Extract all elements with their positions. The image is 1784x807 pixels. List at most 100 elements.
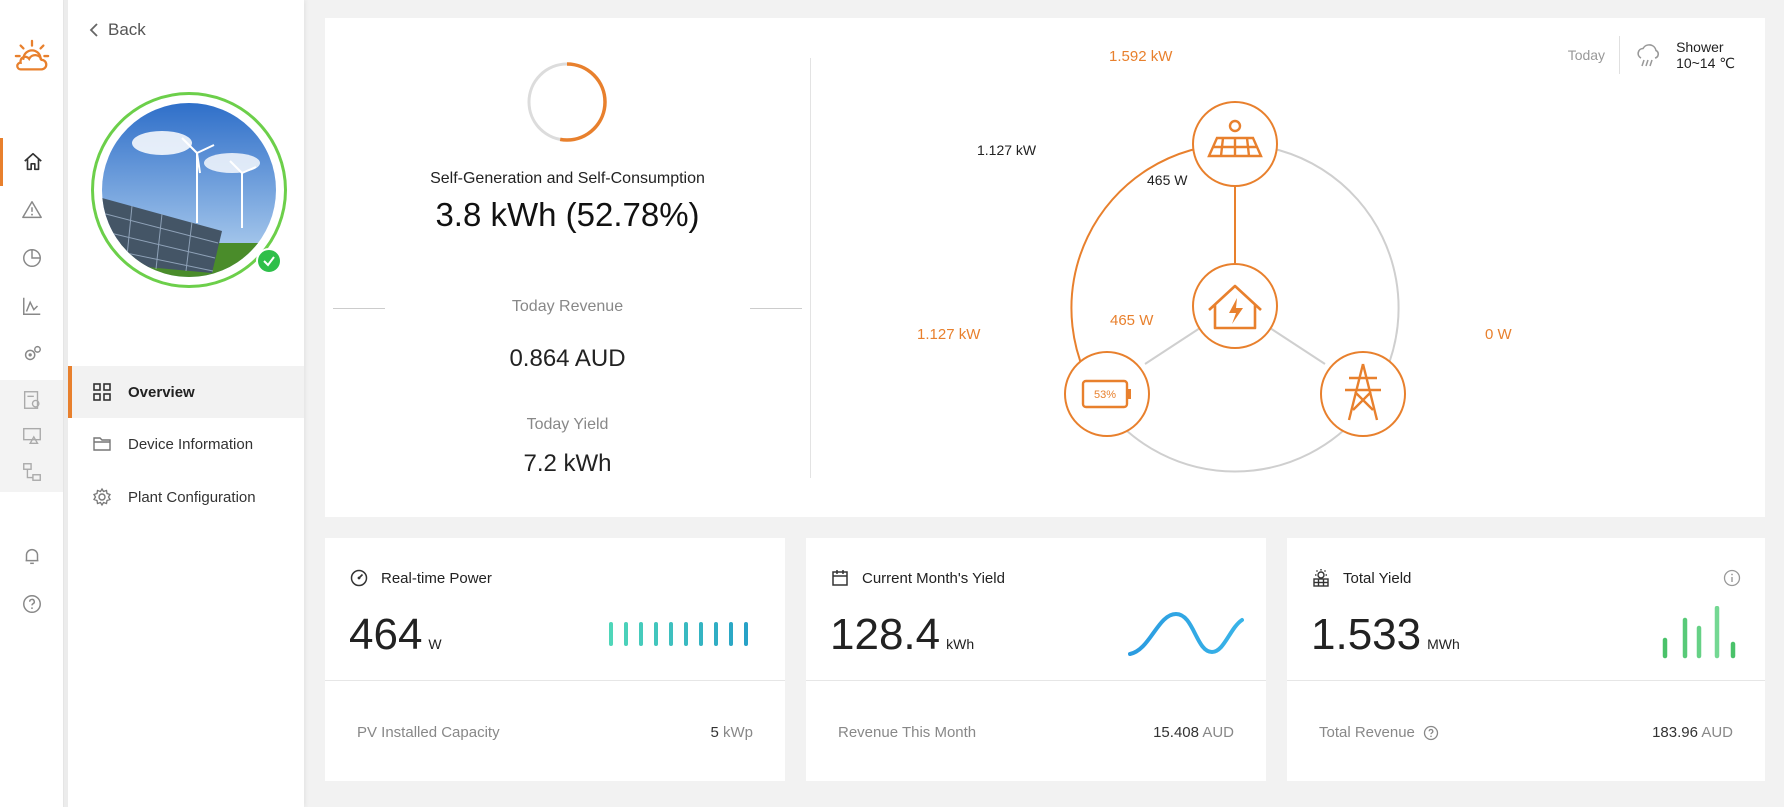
alert-icon [21,201,42,219]
weather-widget: Today Shower 10~14 ℃ [1568,36,1735,74]
help-circle-icon[interactable] [1423,725,1439,741]
rail-statistics[interactable] [0,234,63,282]
gears-icon [24,345,41,361]
total-yield-card: Total Yield 1.533 MWh Total Revenue 183.… [1287,538,1765,781]
total-yield-unit: MWh [1427,636,1460,652]
realtime-power-unit: W [428,636,442,652]
rail-settings[interactable] [0,330,63,378]
total-revenue-unit: AUD [1701,724,1733,741]
speedometer-icon [350,569,368,587]
rain-cloud-icon [1637,44,1660,67]
power-bars-graphic [609,622,748,646]
month-revenue-value: 15.408 [1153,724,1199,741]
nav-plant-configuration[interactable]: Plant Configuration [68,471,304,523]
nav-device-information[interactable]: Device Information [68,418,304,470]
plant-sidebar: Back [64,0,304,807]
nav-device-information-label: Device Information [128,435,254,453]
pv-capacity-label: PV Installed Capacity [357,724,500,741]
total-revenue-value-group: 183.96 AUD [1652,724,1733,741]
bell-icon [25,548,38,565]
overview-separator [810,58,811,478]
pv-capacity-unit: kWp [723,724,753,741]
info-icon[interactable] [1723,569,1741,587]
rail-help[interactable] [0,580,63,628]
online-status-badge [256,248,282,274]
check-icon [263,256,275,267]
weather-day: Today [1567,47,1606,63]
pv-to-home-value: 465 W [1147,172,1188,188]
nav-overview-label: Overview [128,383,195,401]
back-button[interactable]: Back [88,20,146,40]
home-node[interactable] [1192,263,1278,349]
today-yield-value: 7.2 kWh [523,450,612,477]
energy-flow-diagram: 53% [1064,101,1406,473]
month-yield-card: Current Month's Yield 128.4 kWh Revenue … [806,538,1266,781]
chevron-left-icon [89,23,98,37]
rail-reports[interactable] [0,376,63,424]
home-power-value: 465 W [1110,312,1154,329]
pv-to-battery-value: 1.127 kW [977,142,1037,158]
grid-icon [93,383,111,401]
nav-plant-configuration-label: Plant Configuration [128,488,256,506]
rail-notifications[interactable] [0,532,63,580]
self-consumption-label: Self-Generation and Self-Consumption [430,170,705,187]
battery-power-value: 1.127 kW [917,326,981,343]
total-revenue-value: 183.96 [1652,724,1698,741]
kpi-divider [325,680,785,681]
weather-separator [1619,36,1621,74]
help-icon [22,595,41,613]
battery-icon [1081,379,1131,409]
month-yield-value: 128.4 [830,610,941,659]
rail-hierarchy[interactable] [0,448,63,496]
icon-rail [0,0,64,807]
gear-icon [93,487,111,507]
flow-home-battery-line [1144,327,1201,365]
total-revenue-label: Total Revenue [1319,724,1415,741]
total-yield-title: Total Yield [1343,569,1412,587]
flow-home-grid-line [1269,327,1326,365]
flow-battery-grid-arc [1106,409,1364,473]
today-revenue-value: 0.864 AUD [509,345,626,372]
rail-home[interactable] [0,138,63,186]
pv-capacity-value-group: 5 kWp [710,724,753,741]
battery-soc-text: 53% [1094,389,1116,401]
pv-capacity-value: 5 [710,724,719,741]
kpi-divider [806,680,1266,681]
grid-node[interactable] [1320,351,1406,437]
pv-power-value: 1.592 kW [1109,48,1173,65]
weather-temperature: 10~14 ℃ [1676,55,1735,71]
line-chart-icon [22,297,40,315]
yield-bars-graphic [1662,606,1736,659]
plant-photo [102,103,276,277]
home-energy-icon [1208,284,1262,330]
divider-right [750,308,802,309]
calendar-icon [832,570,848,586]
divider-left [333,308,385,309]
rail-trends[interactable] [0,282,63,330]
month-yield-title: Current Month's Yield [862,569,1005,587]
yield-wave-graphic [1128,611,1244,656]
month-revenue-value-group: 15.408 AUD [1153,724,1234,741]
self-consumption-ring-arc [527,62,607,142]
today-yield-label: Today Yield [526,416,609,433]
battery-node[interactable]: 53% [1064,351,1150,437]
realtime-power-value: 464 [349,610,423,659]
rail-alarms[interactable] [0,186,63,234]
today-revenue-label: Today Revenue [511,298,624,315]
solar-panel-icon [1207,119,1263,158]
grid-power-value: 0 W [1485,326,1512,343]
nav-overview[interactable]: Overview [68,366,304,418]
total-revenue-label-group: Total Revenue [1319,724,1439,741]
back-label: Back [108,20,146,39]
pv-node[interactable] [1192,101,1278,187]
screen-alert-icon [22,427,41,445]
month-yield-unit: kWh [946,636,975,652]
home-icon [24,152,42,171]
folder-icon [93,437,111,451]
rail-monitor[interactable] [0,412,63,460]
sun-panel-icon [1313,569,1329,587]
plant-avatar [91,92,287,288]
overview-card: Self-Generation and Self-Consumption 3.8… [325,18,1765,517]
self-consumption-ring [527,62,607,142]
report-icon [23,391,40,409]
